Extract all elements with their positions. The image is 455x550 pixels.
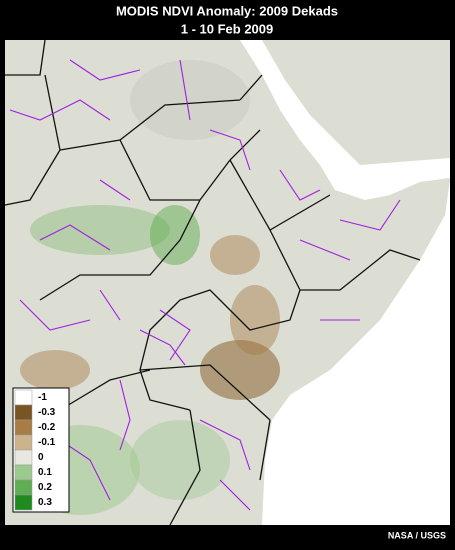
- legend-items: -1 -0.3 -0.2 -0.1 0 0.1 0.2 0.3: [14, 389, 56, 511]
- legend-swatch: [14, 449, 33, 466]
- desert: [130, 60, 250, 140]
- legend-swatch: [14, 419, 33, 436]
- legend-label: 0: [38, 452, 44, 463]
- legend-label: 0.2: [38, 482, 52, 493]
- legend-swatch: [14, 434, 33, 451]
- legend-swatch: [14, 389, 33, 406]
- country-border: [4, 39, 421, 526]
- legend-swatch: [14, 494, 33, 511]
- brown-patch: [200, 340, 280, 400]
- legend-label: 0.3: [38, 497, 52, 508]
- legend-label: 0.1: [38, 467, 52, 478]
- red-sea: [240, 40, 450, 200]
- legend-swatch: [14, 479, 33, 496]
- title: MODIS NDVI Anomaly: 2009 Dekads: [116, 3, 338, 18]
- province-border: [9, 59, 401, 511]
- green-patch: [130, 420, 230, 500]
- indian-ocean: [262, 180, 450, 525]
- map: [4, 39, 450, 526]
- legend-label: -1: [38, 392, 47, 403]
- subtitle: 1 - 10 Feb 2009: [181, 21, 274, 36]
- green-patch: [30, 205, 170, 255]
- legend-swatch: [14, 404, 33, 421]
- brown-patch: [20, 350, 90, 390]
- credit: NASA / USGS: [388, 530, 446, 540]
- legend-label: -0.2: [38, 422, 56, 433]
- green-patch: [150, 205, 200, 265]
- legend-label: -0.3: [38, 407, 56, 418]
- brown-patch: [230, 285, 280, 355]
- legend-label: -0.1: [38, 437, 56, 448]
- brown-patch: [210, 235, 260, 275]
- legend-swatch: [14, 464, 33, 481]
